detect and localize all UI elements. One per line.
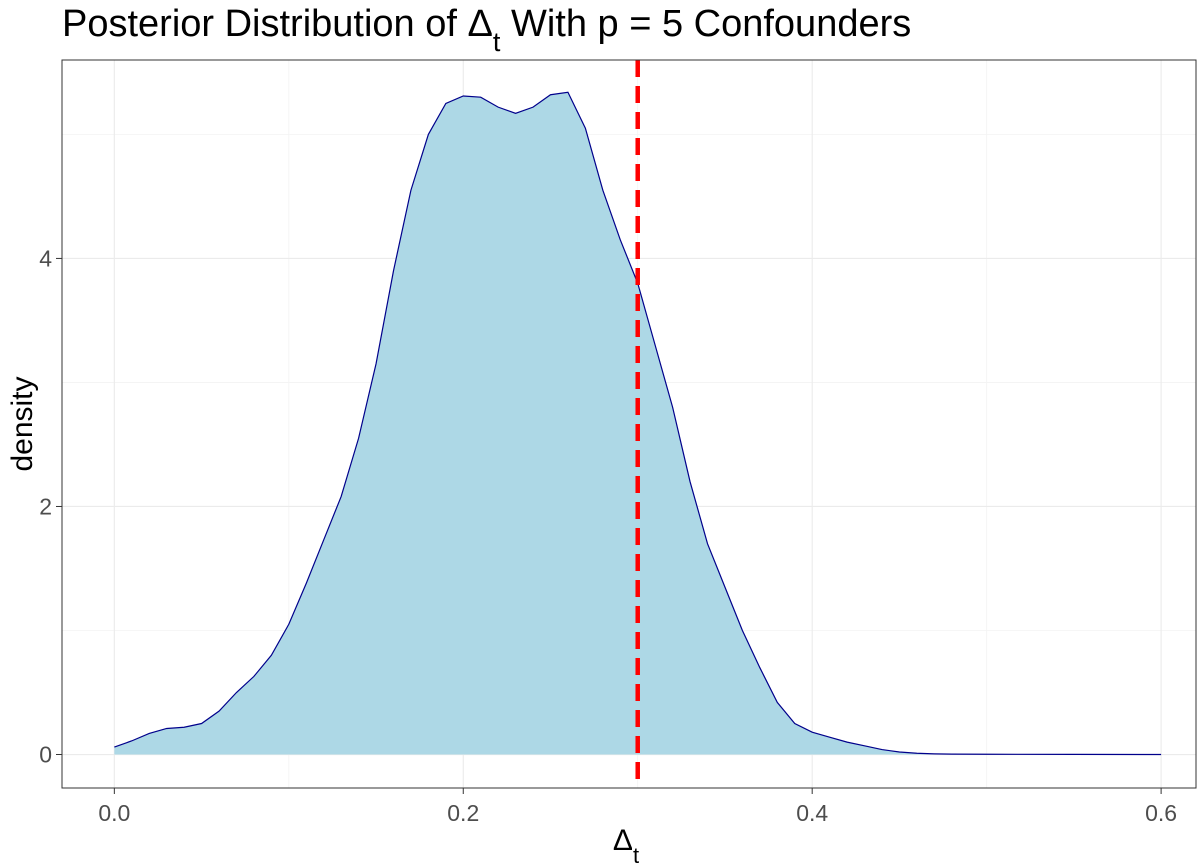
y-tick-label: 2	[39, 493, 52, 519]
x-axis-ticks: 0.0 0.2 0.4 0.6	[98, 788, 1177, 826]
x-axis-title: Δt	[613, 824, 639, 866]
x-tick-label: 0.6	[1145, 800, 1177, 826]
plot-panel-border	[61, 59, 1197, 789]
y-tick-label: 0	[39, 742, 52, 768]
chart-title-suffix: With p = 5 Confounders	[500, 3, 911, 45]
y-tick-label: 4	[39, 245, 52, 271]
density-area	[114, 92, 1162, 755]
chart-title-main: Posterior Distribution of Δ	[62, 3, 493, 45]
y-axis-ticks: 0 2 4	[39, 245, 62, 768]
density-curve-outline	[114, 91, 1162, 756]
x-tick-label: 0.4	[796, 800, 828, 826]
x-axis-title-main: Δ	[613, 824, 633, 857]
x-tick-label: 0.0	[98, 800, 130, 826]
chart-title: Posterior Distribution of Δt With p = 5 …	[62, 3, 911, 57]
chart-title-subscript: t	[493, 27, 501, 57]
x-axis-title-subscript: t	[633, 843, 639, 866]
x-tick-label: 0.2	[447, 800, 479, 826]
y-axis-title: density	[6, 376, 39, 471]
